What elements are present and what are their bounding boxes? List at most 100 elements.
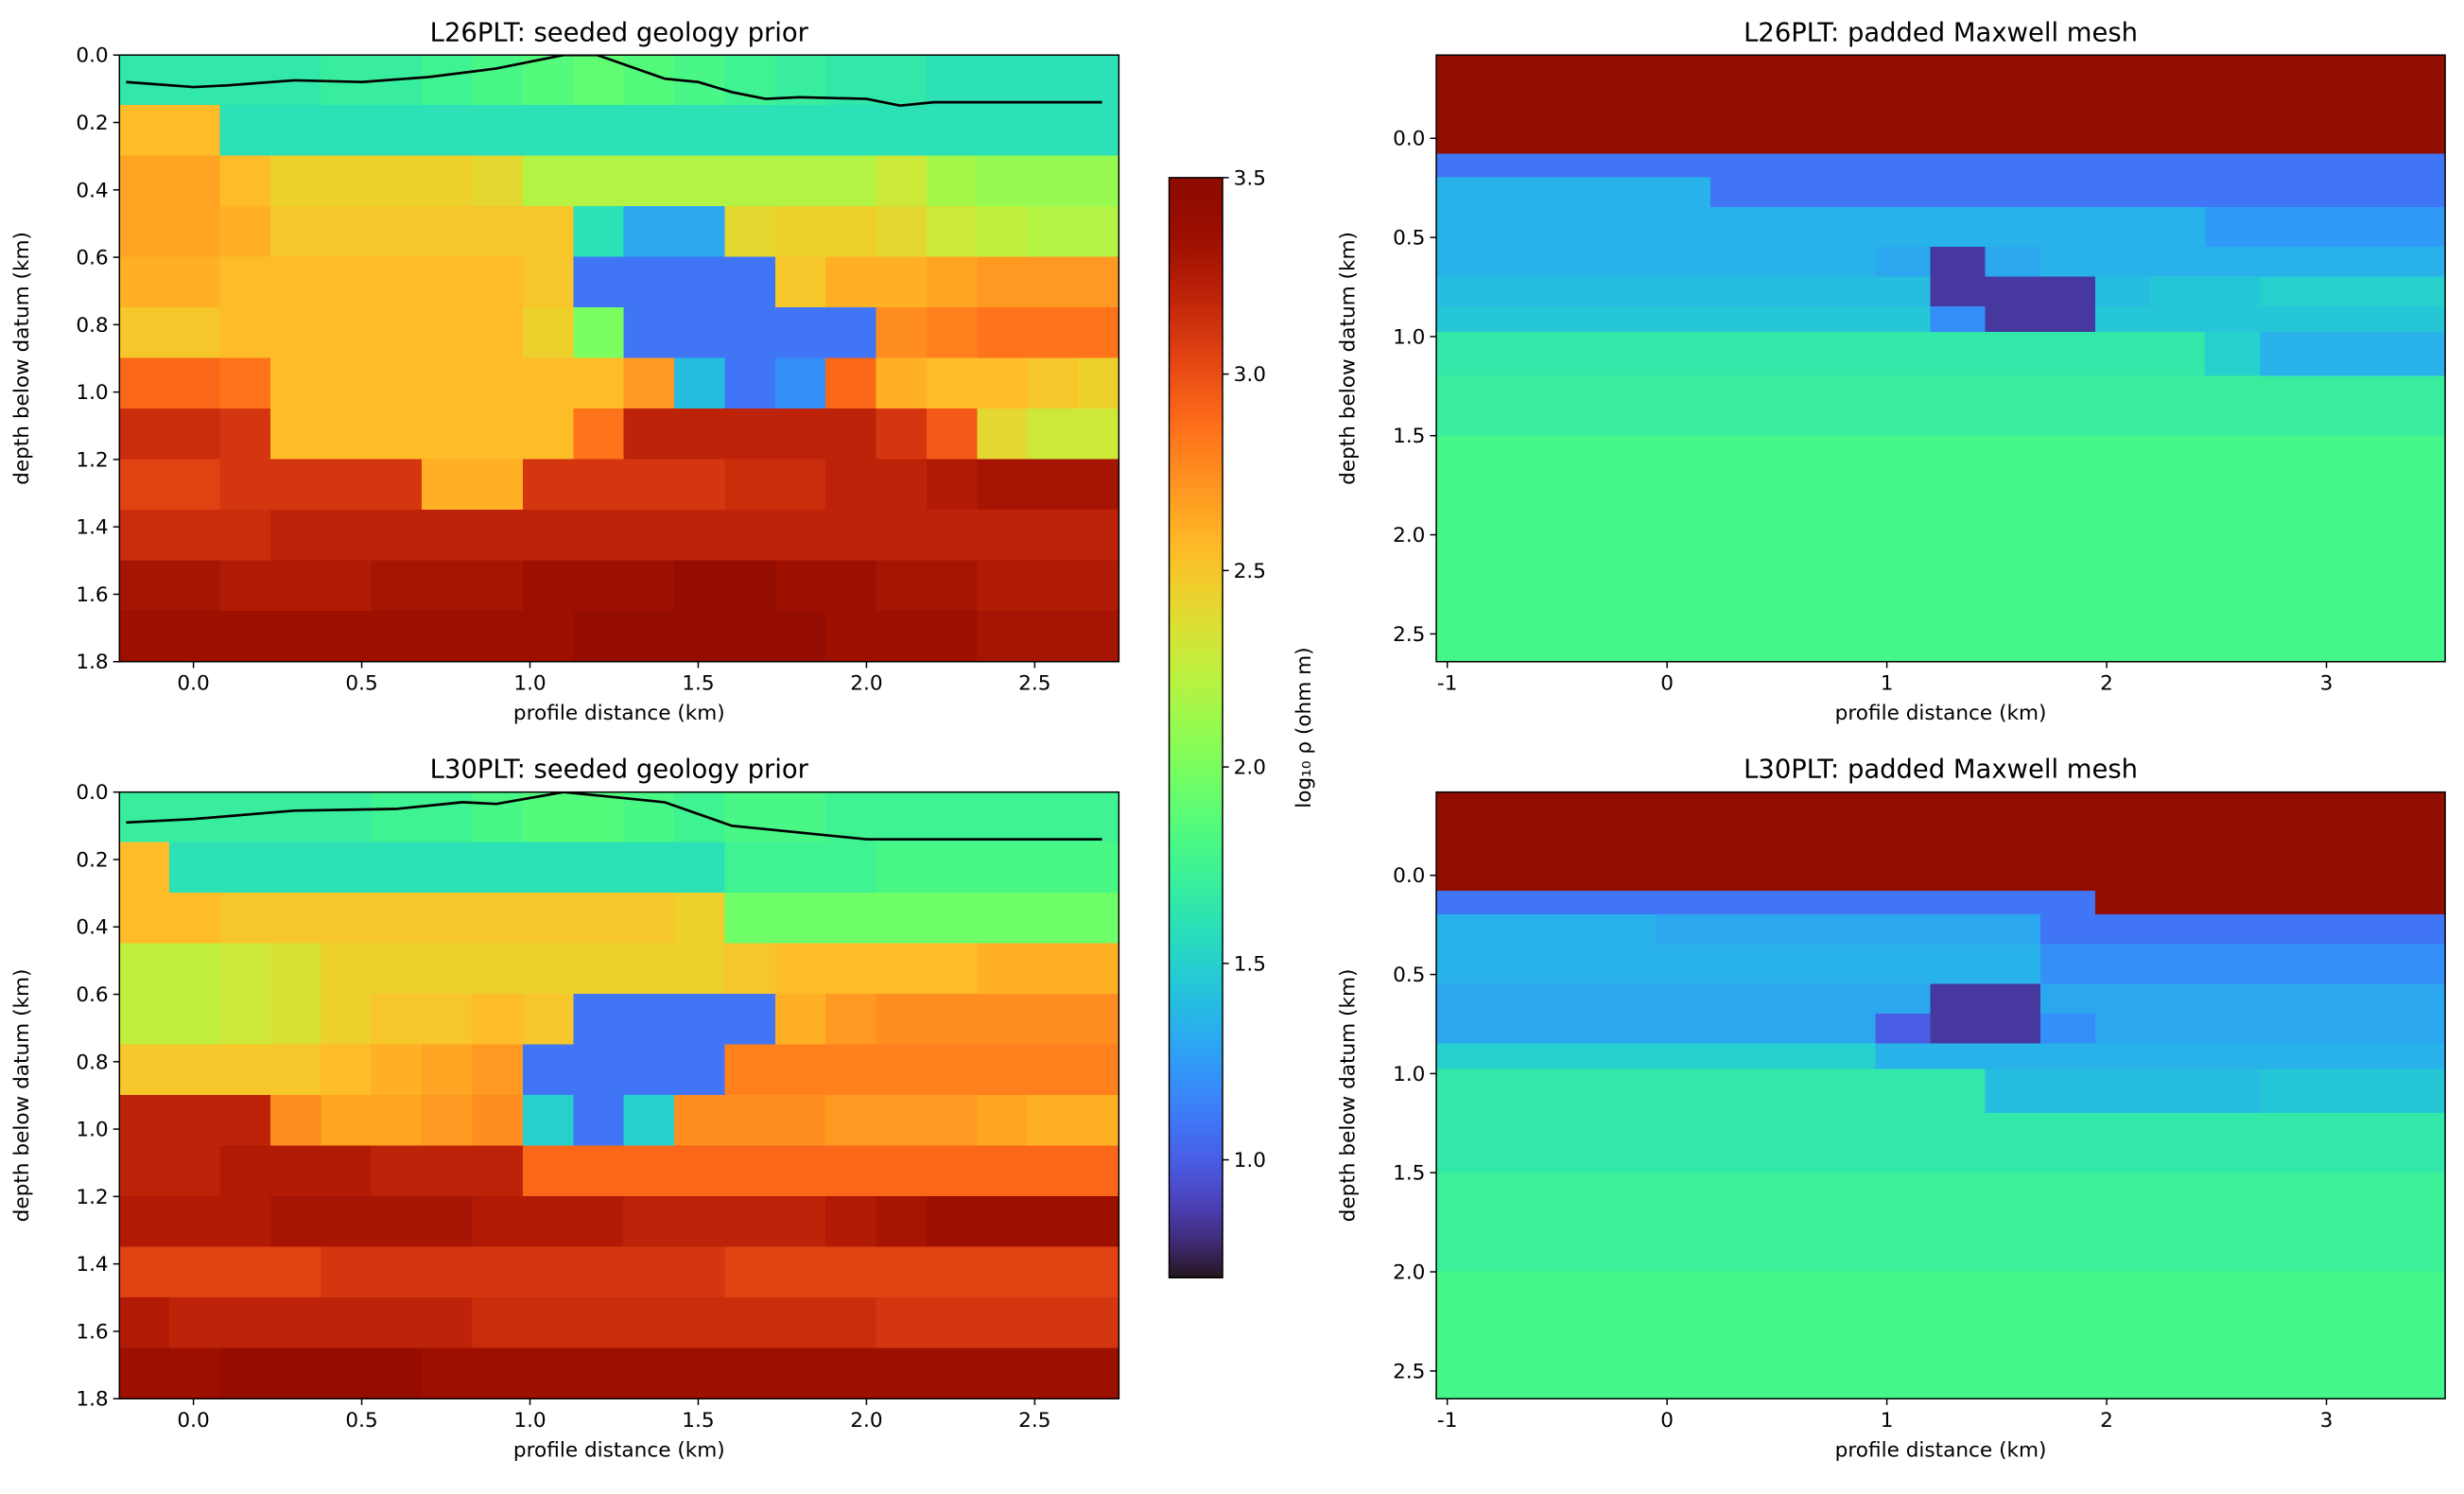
heatmap-cell: [1078, 256, 1119, 309]
heatmap-cell: [1600, 944, 1657, 985]
heatmap-cell: [169, 1094, 221, 1147]
heatmap-cell: [1027, 1296, 1080, 1349]
heatmap-cell: [2424, 1014, 2446, 1045]
heatmap-cell: [321, 610, 373, 662]
heatmap-cell: [371, 1296, 424, 1349]
heatmap-cell: [876, 560, 928, 612]
heatmap-cell: [2260, 332, 2317, 377]
heatmap-cell: [1545, 207, 1602, 249]
heatmap-cell: [2424, 891, 2446, 916]
heatmap-cell: [876, 459, 928, 511]
x-tick-label: 1.0: [513, 672, 546, 696]
heatmap-cell: [825, 307, 877, 359]
heatmap-cell: [1436, 1172, 1492, 1273]
heatmap-cell: [2315, 375, 2371, 437]
heatmap-cell: [269, 1094, 322, 1147]
heatmap-cell: [825, 791, 877, 843]
heatmap-cell: [1985, 891, 2041, 916]
heatmap-cell: [2094, 1112, 2152, 1173]
heatmap-cell: [926, 1347, 979, 1399]
heatmap-cell: [977, 357, 1029, 409]
heatmap-cell: [219, 943, 271, 996]
heatmap-cell: [119, 155, 171, 208]
heatmap-cell: [1875, 1172, 1932, 1273]
heatmap-cell: [1656, 891, 1712, 916]
y-tick-label: 0.0: [1393, 128, 1425, 151]
heatmap-cell: [2039, 1172, 2096, 1273]
heatmap-cell: [2205, 435, 2262, 536]
heatmap-cell: [623, 155, 676, 208]
heatmap-cell: [2369, 305, 2426, 334]
heatmap-cell: [371, 408, 424, 460]
y-tick-label: 2.5: [1393, 1360, 1425, 1383]
heatmap-cell: [1545, 944, 1602, 985]
heatmap-cell: [422, 791, 474, 843]
heatmap-cell: [119, 791, 171, 843]
heatmap-cell: [926, 55, 979, 107]
heatmap-cell: [1765, 276, 1822, 307]
heatmap-cell: [774, 307, 827, 359]
heatmap-cell: [1710, 1043, 1767, 1070]
heatmap-cell: [2150, 791, 2207, 893]
heatmap-cell: [977, 307, 1029, 359]
heatmap-cell: [1545, 1172, 1602, 1273]
heatmap-cell: [1820, 153, 1877, 179]
heatmap-cell: [2260, 1043, 2317, 1070]
y-axis-label: depth below datum (km): [10, 969, 34, 1223]
heatmap-cell: [674, 610, 726, 662]
x-axis-label: profile distance (km): [1835, 1439, 2047, 1463]
heatmap-cell: [422, 1296, 474, 1349]
heatmap-cell: [1490, 207, 1547, 249]
heatmap-cell: [2315, 891, 2371, 916]
heatmap-cell: [269, 1296, 322, 1349]
heatmap-cell: [1078, 791, 1119, 843]
y-tick-label: 0.8: [76, 314, 108, 338]
heatmap-cell: [926, 155, 979, 208]
heatmap-cell: [1545, 435, 1602, 536]
heatmap-cell: [1078, 994, 1119, 1046]
heatmap-cell: [1985, 944, 2041, 985]
heatmap-cell: [1930, 1014, 1987, 1045]
heatmap-cell: [2094, 983, 2152, 1016]
heatmap-cell: [1930, 534, 1987, 662]
heatmap-cell: [674, 1347, 726, 1399]
heatmap-cell: [2205, 247, 2262, 278]
heatmap-cell: [1765, 305, 1822, 334]
heatmap-cell: [119, 55, 171, 107]
heatmap-cell: [573, 610, 625, 662]
heatmap-cell: [977, 105, 1029, 157]
heatmap-cell: [1545, 891, 1602, 916]
heatmap-cell: [169, 610, 221, 662]
heatmap-cell: [119, 408, 171, 460]
heatmap-cell: [1078, 307, 1119, 359]
y-tick-label: 1.4: [76, 516, 108, 540]
heatmap-cell: [2094, 276, 2152, 307]
heatmap-cell: [674, 256, 726, 309]
heatmap-cell: [169, 408, 221, 460]
heatmap-cell: [1710, 791, 1767, 893]
heatmap-cell: [674, 842, 726, 895]
heatmap-cell: [1710, 276, 1767, 307]
heatmap-cell: [1436, 791, 1492, 893]
heatmap-cell: [1710, 332, 1767, 377]
heatmap-cell: [1875, 153, 1932, 179]
heatmap-cell: [674, 560, 726, 612]
heatmap-cell: [371, 1044, 424, 1096]
heatmap-cell: [623, 1044, 676, 1096]
heatmap-cell: [1710, 914, 1767, 946]
heatmap-cell: [1656, 332, 1712, 377]
heatmap-cell: [1930, 247, 1987, 278]
heatmap-cell: [1436, 1112, 1492, 1173]
heatmap-cell: [724, 943, 776, 996]
heatmap-cell: [2424, 1271, 2446, 1399]
heatmap-cell: [219, 206, 271, 258]
heatmap-cell: [1985, 1271, 2041, 1399]
heatmap-cell: [573, 1195, 625, 1248]
heatmap-cell: [1078, 610, 1119, 662]
heatmap-cell: [2315, 1271, 2371, 1399]
heatmap-cell: [1545, 983, 1602, 1016]
heatmap-cell: [1710, 1068, 1767, 1114]
heatmap-cell: [1875, 944, 1932, 985]
heatmap-cell: [1027, 610, 1080, 662]
heatmap-cell: [2260, 791, 2317, 893]
